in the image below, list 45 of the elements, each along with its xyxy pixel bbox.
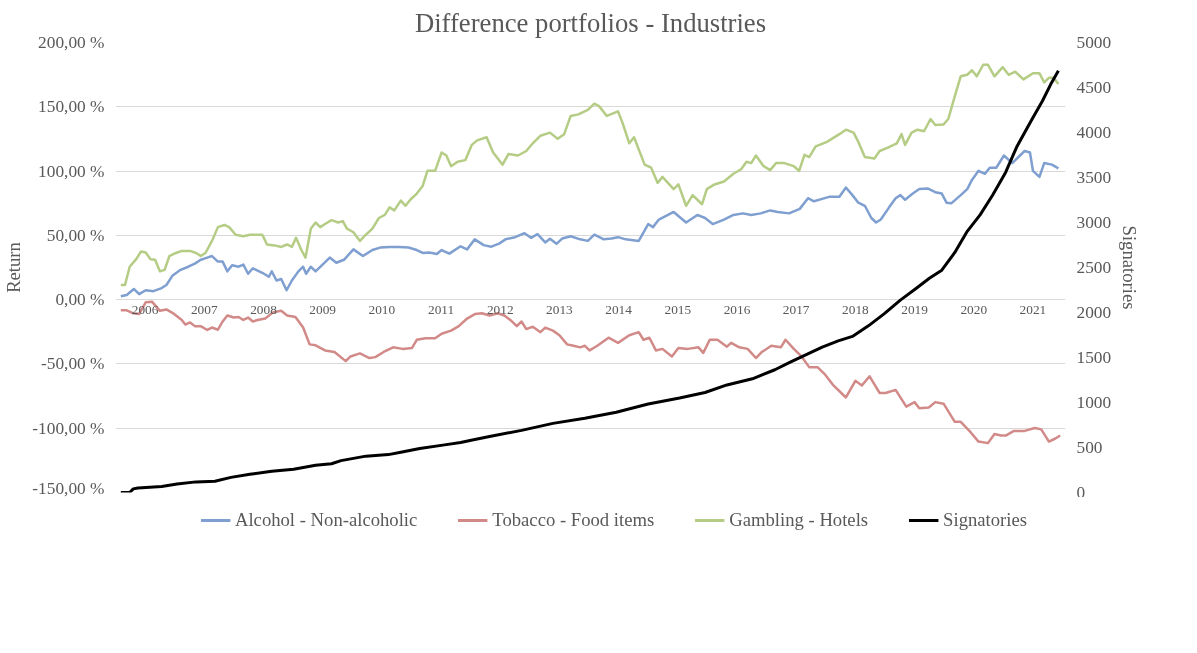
line-series (119, 149, 1060, 298)
y-axis-title: Return (3, 241, 25, 293)
y2-tick-label: 3500 (1076, 168, 1112, 187)
y2-tick-label: 4000 (1076, 123, 1112, 142)
x-tick-label: 2016 (723, 301, 751, 317)
y2-tick-label: 0 (1076, 482, 1086, 502)
chart-title: Difference portfolios - Industries (414, 7, 767, 38)
y-tick-label: 150,00 % (38, 97, 105, 117)
x-tick-label: 2017 (782, 301, 810, 317)
x-tick-label: 2021 (1019, 301, 1047, 317)
y2-tick-label: 500 (1076, 438, 1103, 457)
x-tick-label: 2018 (842, 301, 870, 317)
y-tick-label: 50,00 % (46, 225, 105, 245)
line-series (119, 63, 1060, 287)
y2-tick-label: 4500 (1076, 78, 1112, 97)
y-tick-label: 100,00 % (38, 161, 105, 181)
x-tick-label: 2007 (190, 301, 218, 317)
y-tick-label: 200,00 % (38, 33, 105, 52)
y2-tick-label: 1500 (1076, 348, 1112, 367)
y2-tick-label: 3000 (1076, 213, 1112, 232)
line-series (119, 300, 1062, 445)
y2-tick-label: 1000 (1076, 393, 1112, 412)
legend-label: Gambling - Hotels (729, 508, 869, 531)
y-tick-label: -50,00 % (40, 354, 105, 374)
line-series (119, 69, 1060, 493)
legend-label: Alcohol - Non-alcoholic (234, 508, 418, 531)
y2-axis-title: Signatories (1119, 225, 1141, 310)
y-tick-label: -100,00 % (32, 418, 105, 438)
x-tick-label: 2015 (664, 301, 692, 317)
x-tick-label: 2019 (901, 301, 929, 317)
y2-tick-label: 2000 (1076, 303, 1112, 322)
legend-label: Signatories (943, 508, 1028, 531)
y-tick-label: -150,00 % (32, 478, 105, 498)
y-tick-label: 0,00 % (55, 290, 105, 310)
x-tick-label: 2013 (546, 301, 574, 317)
x-tick-label: 2020 (960, 301, 988, 317)
x-tick-label: 2012 (486, 301, 514, 317)
x-tick-label: 2008 (250, 301, 278, 317)
x-tick-label: 2011 (427, 301, 455, 317)
x-tick-label: 2009 (309, 301, 337, 317)
x-tick-label: 2010 (368, 301, 396, 317)
x-tick-label: 2014 (605, 301, 633, 317)
legend-label: Tobacco - Food items (492, 508, 655, 531)
y2-tick-label: 5000 (1076, 33, 1112, 52)
y2-tick-label: 2500 (1076, 258, 1112, 277)
